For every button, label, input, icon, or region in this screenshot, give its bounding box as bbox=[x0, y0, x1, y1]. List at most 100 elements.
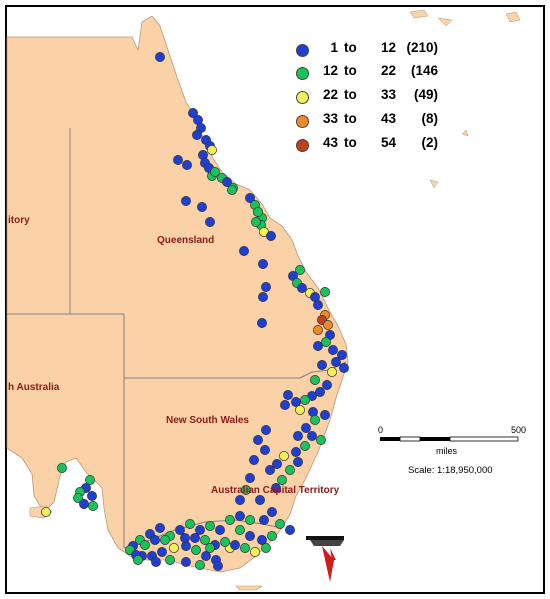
survey-point bbox=[140, 540, 150, 550]
survey-point bbox=[316, 435, 326, 445]
survey-point bbox=[245, 193, 255, 203]
survey-point bbox=[271, 483, 281, 493]
survey-point bbox=[310, 415, 320, 425]
survey-point bbox=[291, 397, 301, 407]
pacific-island-5 bbox=[461, 129, 469, 137]
region-label-new-south-wales: New South Wales bbox=[166, 415, 249, 426]
survey-point bbox=[261, 543, 271, 553]
scale-bar-segment bbox=[399, 436, 421, 442]
scale-bar-segment bbox=[449, 436, 519, 442]
survey-point bbox=[321, 337, 331, 347]
survey-point bbox=[331, 357, 341, 367]
scale-bar bbox=[380, 436, 519, 442]
survey-point bbox=[73, 493, 83, 503]
survey-point bbox=[300, 441, 310, 451]
legend-min: 12 bbox=[322, 63, 338, 78]
survey-point bbox=[280, 400, 290, 410]
survey-point bbox=[253, 207, 263, 217]
survey-point bbox=[295, 265, 305, 275]
survey-point bbox=[267, 507, 277, 517]
points-layer bbox=[41, 52, 349, 571]
survey-point bbox=[265, 465, 275, 475]
survey-point bbox=[245, 515, 255, 525]
scale-end-label: 500 bbox=[511, 425, 527, 435]
survey-point bbox=[259, 515, 269, 525]
survey-point bbox=[320, 287, 330, 297]
survey-point bbox=[160, 535, 170, 545]
survey-point bbox=[313, 341, 323, 351]
survey-point bbox=[258, 292, 268, 302]
survey-point bbox=[225, 515, 235, 525]
survey-point bbox=[201, 551, 211, 561]
legend-max: 33 bbox=[380, 87, 396, 102]
survey-point bbox=[79, 499, 89, 509]
region-label-south-australia: h Australia bbox=[8, 382, 60, 393]
survey-point bbox=[337, 350, 347, 360]
survey-point bbox=[210, 167, 220, 177]
survey-point bbox=[241, 485, 251, 495]
survey-point bbox=[155, 52, 165, 62]
survey-point bbox=[277, 475, 287, 485]
survey-point bbox=[297, 283, 307, 293]
survey-point bbox=[293, 457, 303, 467]
scale-start-label: 0 bbox=[378, 425, 384, 435]
survey-point bbox=[261, 282, 271, 292]
legend-min: 43 bbox=[322, 135, 338, 150]
survey-point bbox=[235, 511, 245, 521]
survey-point bbox=[133, 555, 143, 565]
survey-point bbox=[310, 375, 320, 385]
survey-point bbox=[41, 507, 51, 517]
survey-point bbox=[175, 525, 185, 535]
survey-point bbox=[207, 145, 217, 155]
legend-swatch bbox=[296, 139, 309, 152]
survey-point bbox=[261, 425, 271, 435]
survey-point bbox=[191, 545, 201, 555]
legend-max: 22 bbox=[380, 63, 396, 78]
legend-swatch bbox=[296, 115, 309, 128]
survey-point bbox=[313, 325, 323, 335]
survey-point bbox=[173, 155, 183, 165]
legend-to: to bbox=[344, 111, 357, 126]
survey-point bbox=[87, 491, 97, 501]
legend-to: to bbox=[344, 63, 357, 78]
legend-swatch bbox=[296, 44, 309, 57]
pacific-island-3 bbox=[505, 11, 521, 23]
survey-point bbox=[230, 540, 240, 550]
legend-swatch bbox=[296, 67, 309, 80]
survey-point bbox=[85, 475, 95, 485]
legend-count: (210) bbox=[406, 40, 438, 55]
survey-point bbox=[301, 423, 311, 433]
survey-point bbox=[180, 533, 190, 543]
survey-point bbox=[307, 431, 317, 441]
survey-point bbox=[249, 455, 259, 465]
survey-point bbox=[188, 108, 198, 118]
survey-point bbox=[190, 533, 200, 543]
survey-point bbox=[169, 543, 179, 553]
survey-point bbox=[313, 300, 323, 310]
legend-count: (146 bbox=[410, 63, 438, 78]
survey-point bbox=[220, 537, 230, 547]
scale-ratio-label: Scale: 1:18,950,000 bbox=[408, 465, 493, 476]
survey-point bbox=[320, 410, 330, 420]
pacific-island-2 bbox=[437, 17, 453, 27]
legend-to: to bbox=[344, 87, 357, 102]
survey-point bbox=[227, 185, 237, 195]
survey-point bbox=[258, 259, 268, 269]
scale-bar-segment bbox=[380, 437, 400, 441]
scale-unit-label: miles bbox=[436, 446, 458, 456]
survey-point bbox=[240, 543, 250, 553]
legend-max: 43 bbox=[380, 111, 396, 126]
survey-point bbox=[195, 560, 205, 570]
survey-point bbox=[205, 217, 215, 227]
survey-point bbox=[300, 395, 310, 405]
survey-point bbox=[88, 501, 98, 511]
survey-point bbox=[253, 435, 263, 445]
survey-point bbox=[257, 535, 267, 545]
survey-point bbox=[323, 320, 333, 330]
survey-point bbox=[245, 473, 255, 483]
survey-point bbox=[181, 196, 191, 206]
survey-point bbox=[213, 561, 223, 571]
survey-point bbox=[315, 387, 325, 397]
legend-max: 54 bbox=[380, 135, 396, 150]
